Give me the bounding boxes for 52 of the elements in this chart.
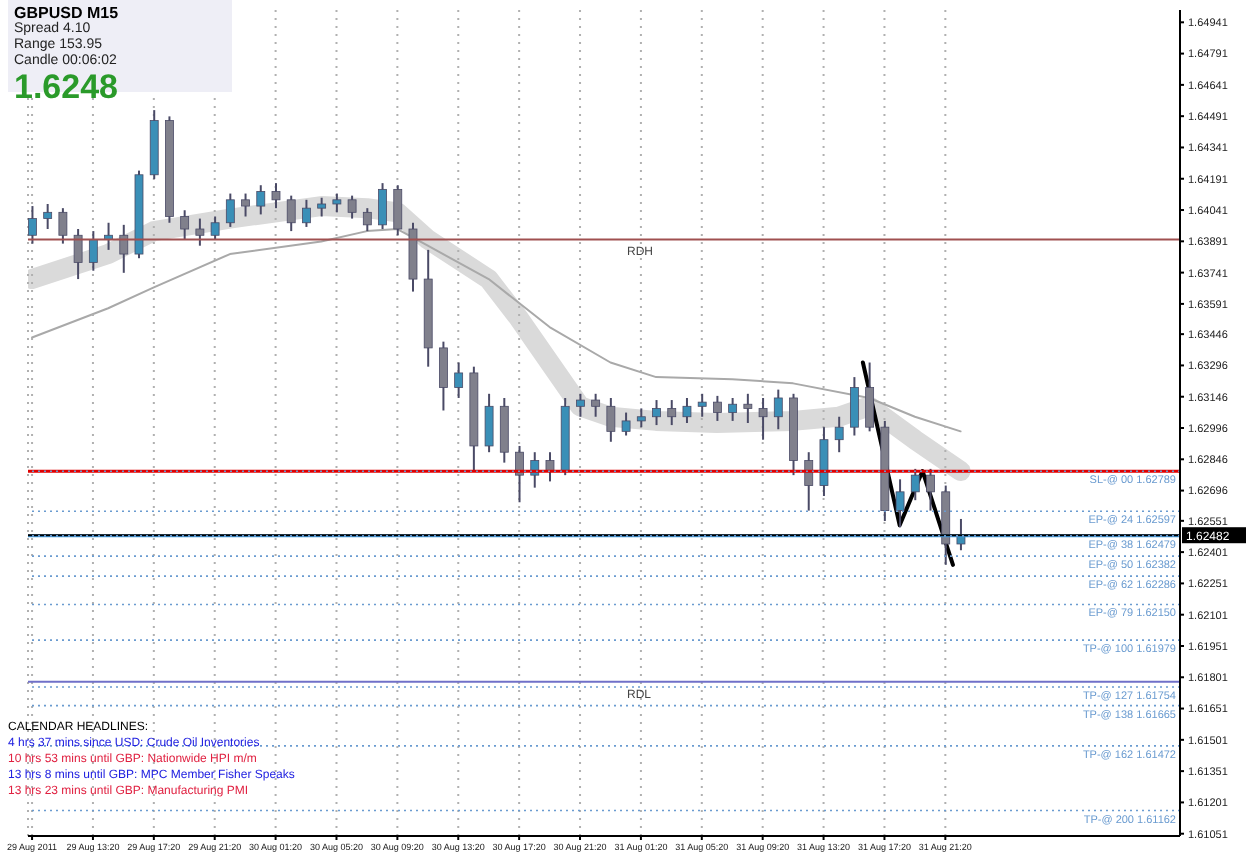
candlestick [758,396,768,441]
candlestick [58,207,68,245]
candlestick [378,182,387,231]
candlestick [621,411,631,437]
candlestick [393,184,403,237]
candlestick [591,392,601,418]
candlestick [926,467,935,512]
candlestick [773,388,783,431]
candlestick [834,415,844,454]
chart-title: GBPUSD M15 [14,4,121,22]
candlestick [180,209,190,241]
candlestick [302,198,311,228]
candlestick [682,396,692,424]
candlestick [347,194,357,220]
candlestick [210,215,220,241]
candlestick [119,223,129,274]
candlestick [317,196,327,218]
candlestick [73,228,83,281]
candlestick [865,361,875,433]
candlestick [545,451,555,483]
candlestick [728,396,738,422]
candlestick [439,340,448,412]
candlestick [484,392,494,454]
candlestick [636,407,646,429]
candlestick [43,202,53,231]
candlestick [956,517,966,552]
candlestick [362,207,372,233]
candlestick [286,194,296,233]
candlestick [88,230,98,272]
candlestick [819,426,829,498]
candlestick [271,182,281,210]
candlestick [332,192,342,214]
annotation: 1.6248 [14,68,120,106]
candlestick [225,192,235,228]
candlestick [713,394,722,422]
candlestick [895,478,905,529]
candlestick [804,451,814,512]
candlestick [743,392,753,424]
candlestick [850,376,859,437]
candlestick [241,192,250,218]
candlestick [28,205,37,245]
candlestick [515,444,524,504]
candlestick [256,184,266,216]
candlestick [667,399,677,427]
candlestick [454,361,464,399]
candlestick [606,396,616,443]
candlestick [697,392,707,418]
candlestick [576,392,585,418]
candlestick [910,467,920,502]
candlestick [499,396,509,464]
candlestick [652,399,661,427]
candlestick [195,217,205,247]
